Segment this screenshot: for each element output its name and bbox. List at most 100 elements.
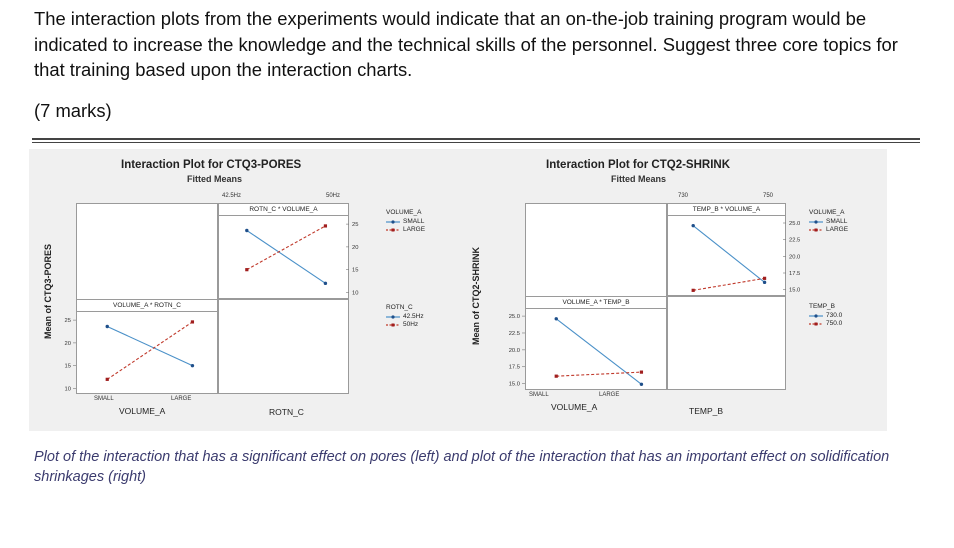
series-line-50Hz (106, 321, 193, 380)
facet-strip: ROTN_C * VOLUME_A (219, 204, 348, 216)
data-point-50Hz (190, 320, 195, 324)
facet-empty (218, 299, 349, 394)
y-tick-label: 17.5 (789, 271, 800, 277)
data-point-42.5Hz (105, 324, 109, 329)
y-tick-label: 25.0 (789, 221, 800, 227)
legend-entry: 730.0 (809, 312, 842, 321)
series-line-730.0 (555, 318, 642, 385)
legend-swatch-blue (386, 219, 400, 225)
y-tick-label: 20 (65, 341, 71, 347)
data-point-750.0 (639, 370, 644, 374)
x-axis-label: VOLUME_A (551, 402, 598, 412)
legend-volume: VOLUME_A SMALL LARGE (809, 209, 848, 235)
legend-entry: 50Hz (386, 321, 424, 330)
y-tick-label: 25 (65, 318, 71, 324)
legend-title: VOLUME_A (809, 209, 845, 216)
y-tick-label: 20.0 (789, 254, 800, 260)
legend-swatch-red (386, 322, 400, 328)
data-point-42.5Hz (190, 363, 195, 368)
x-tick-label: SMALL (94, 396, 114, 402)
legend-temp: TEMP_B 730.0 750.0 (809, 303, 842, 329)
data-point-750.0 (554, 374, 558, 378)
legend-swatch-red (809, 227, 823, 233)
legend-entry: 42.5Hz (386, 313, 424, 322)
series-line-750.0 (556, 371, 642, 377)
x-tick-label: 730 (678, 193, 689, 199)
y-tick-label: 15 (65, 364, 71, 370)
legend-swatch-blue (809, 219, 823, 225)
series-line-SMALL (692, 225, 765, 283)
data-point-SMALL (691, 223, 695, 228)
facet-bottom-left: VOLUME_A * ROTN_C (76, 299, 218, 394)
legend-swatch-blue (809, 313, 823, 319)
data-point-730.0 (639, 382, 644, 386)
data-point-LARGE (245, 268, 249, 272)
x-tick-label: 50Hz (326, 193, 341, 199)
data-point-LARGE (691, 288, 695, 292)
facet-strip: VOLUME_A * TEMP_B (526, 297, 666, 309)
y-tick-label: 15.0 (509, 382, 520, 388)
y-tick-label: 20 (352, 245, 358, 251)
chart-subtitle: Fitted Means (611, 174, 667, 184)
chart-panel-pores: Interaction Plot for CTQ3-PORES Fitted M… (29, 149, 463, 431)
data-point-SMALL (323, 281, 328, 286)
x-tick-label: 750 (763, 193, 774, 199)
question-text: The interaction plots from the experimen… (34, 8, 898, 80)
chart-title: Interaction Plot for CTQ3-PORES (121, 159, 302, 171)
legend-swatch-red (809, 321, 823, 327)
x-tick-label: LARGE (599, 392, 620, 398)
y-tick-label: 10 (65, 386, 71, 392)
y-tick-label: 25 (352, 222, 358, 228)
question-marks: (7 marks) (34, 100, 112, 121)
legend-volume: VOLUME_A SMALL LARGE (386, 209, 425, 235)
x-axis-label: VOLUME_A (119, 406, 166, 416)
figure-caption: Plot of the interaction that has a signi… (34, 449, 890, 485)
data-point-SMALL (245, 228, 249, 233)
x-axis-label: ROTN_C (269, 407, 304, 417)
shrink-plot-svg: 15.0 17.5 20.0 22.5 25.0 15.0 17.5 20.0 22.5 25.0 (509, 221, 801, 388)
facet-empty-top (76, 203, 218, 299)
legend-swatch-red (386, 227, 400, 233)
y-tick-label: 15 (352, 268, 358, 274)
x-axis-label: TEMP_B (689, 406, 724, 416)
legend-rotn: ROTN_C 42.5Hz 50Hz (386, 304, 424, 330)
facet-strip: TEMP_B * VOLUME_A (668, 204, 785, 216)
divider-rule (32, 138, 920, 140)
legend-swatch-blue (386, 314, 400, 320)
legend-title: VOLUME_A (386, 209, 422, 216)
facet-empty-top (525, 203, 667, 296)
chart-title: Interaction Plot for CTQ2-SHRINK (546, 159, 731, 171)
y-tick-label: 17.5 (509, 365, 520, 371)
y-tick-label: 22.5 (789, 238, 800, 244)
facet-top-right: TEMP_B * VOLUME_A (667, 203, 786, 296)
x-tick-label: LARGE (171, 396, 192, 402)
legend-entry: LARGE (386, 226, 425, 235)
data-point-LARGE (323, 224, 328, 228)
y-tick-label: 10 (352, 290, 358, 296)
series-line-42.5Hz (107, 325, 193, 367)
facet-bottom-left: VOLUME_A * TEMP_B (525, 296, 667, 390)
chart-subtitle: Fitted Means (187, 174, 243, 184)
series-line-LARGE (246, 225, 326, 271)
y-tick-label: 25.0 (509, 314, 520, 320)
legend-entry: LARGE (809, 226, 848, 235)
data-point-LARGE (762, 276, 767, 280)
data-point-50Hz (105, 377, 109, 381)
data-point-730.0 (554, 317, 558, 321)
y-tick-label: 22.5 (509, 331, 520, 337)
y-tick-label: 20.0 (509, 348, 520, 354)
legend-entry: SMALL (386, 218, 425, 227)
data-point-SMALL (762, 280, 767, 285)
y-tick-label: 15.0 (789, 288, 800, 294)
facet-empty (667, 296, 786, 390)
legend-entry: 750.0 (809, 320, 842, 329)
pores-plot-svg: 10 15 20 25 10 15 20 25 (65, 222, 359, 392)
facet-top-right: ROTN_C * VOLUME_A (218, 203, 349, 299)
series-line-LARGE (693, 277, 765, 291)
legend-title: ROTN_C (386, 304, 413, 311)
facet-strip: VOLUME_A * ROTN_C (77, 300, 217, 312)
x-tick-label: 42.5Hz (222, 193, 242, 199)
chart-panel-shrink: Interaction Plot for CTQ2-SHRINK Fitted … (463, 149, 887, 431)
x-tick-label: SMALL (529, 392, 549, 398)
divider-rule-thin (32, 142, 920, 143)
